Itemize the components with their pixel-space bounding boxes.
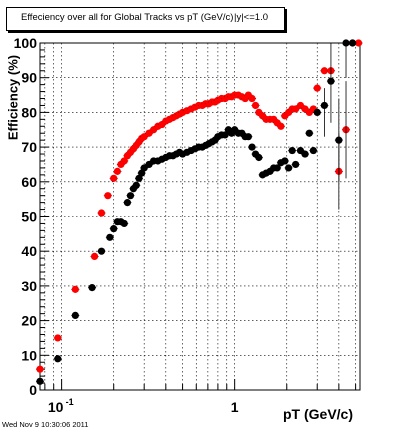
y-tick-label: 50 (21, 209, 37, 225)
data-point (90, 252, 99, 261)
x-tick-label: 1 (231, 399, 239, 415)
data-point (348, 39, 357, 47)
data-point (36, 365, 44, 373)
y-tick-label: 0 (29, 382, 37, 398)
series-red (36, 39, 363, 373)
y-tick-label: 70 (21, 139, 37, 155)
data-point (97, 209, 106, 217)
series-black (36, 39, 357, 385)
timestamp: Wed Nov 9 10:30:06 2011 (2, 420, 89, 429)
data-point (313, 108, 321, 116)
data-point (244, 133, 252, 141)
data-point (313, 84, 321, 92)
data-point (110, 225, 118, 233)
data-point (301, 150, 309, 158)
x-axis-title: pT (GeV/c) (283, 406, 354, 422)
data-point (255, 153, 263, 162)
data-point (285, 164, 293, 172)
data-point (123, 199, 132, 207)
data-point (320, 67, 328, 75)
x-tick-label-exponent: -1 (66, 397, 74, 407)
data-point (110, 174, 118, 182)
data-point (292, 160, 300, 169)
data-point (120, 157, 128, 165)
data-point (305, 129, 313, 137)
y-tick-label: 90 (21, 70, 37, 86)
data-point (71, 311, 79, 319)
data-point (273, 164, 281, 172)
y-tick-label: 60 (21, 174, 37, 190)
data-point (221, 131, 229, 139)
data-point (106, 233, 114, 241)
data-point (248, 143, 256, 151)
data-point (54, 355, 62, 363)
y-tick-label: 80 (21, 104, 37, 120)
chart-title: Effeciency over all for Global Tracks vs… (21, 12, 234, 23)
data-point (126, 192, 135, 200)
y-axis-title: Efficiency (%) (5, 54, 21, 141)
y-tick-label: 40 (21, 243, 37, 259)
y-tick-label: 10 (21, 347, 37, 363)
data-point (277, 122, 285, 130)
data-point (104, 192, 112, 200)
data-point (120, 219, 128, 228)
data-point (281, 157, 289, 165)
data-point (54, 334, 62, 342)
rapidity-cut-label: |y|<=1.0 (234, 12, 268, 23)
y-tick-label: 30 (21, 278, 37, 294)
x-tick-label: 10 (48, 399, 64, 415)
data-point (288, 146, 296, 155)
data-point (88, 284, 96, 292)
y-tick-label: 20 (21, 313, 37, 329)
data-point (354, 39, 363, 47)
data-point (36, 377, 44, 385)
data-point (97, 247, 106, 255)
data-point (248, 94, 256, 103)
data-point (113, 167, 121, 175)
data-point (309, 146, 317, 155)
y-tick-label: 100 (14, 35, 38, 51)
title-box: Effeciency over all for Global Tracks vs… (6, 7, 285, 31)
data-point (132, 181, 140, 189)
data-point (71, 285, 79, 293)
data-point (251, 101, 260, 110)
